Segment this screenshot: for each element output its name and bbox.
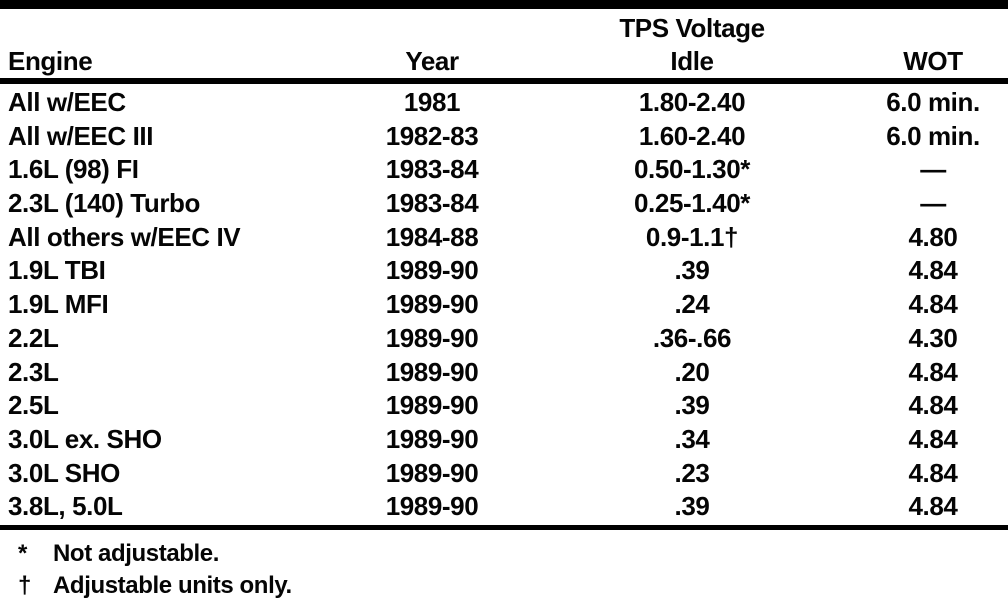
cell-idle: .23	[674, 457, 710, 488]
cell-year: 1989-90	[385, 390, 479, 421]
cell-engine: 3.0L SHO	[8, 457, 120, 488]
cell-year: 1989-90	[385, 289, 479, 320]
cell-year: 1982-83	[385, 120, 479, 151]
cell-wot: 6.0 min.	[886, 87, 980, 117]
cell-wot: 6.0 min.	[886, 120, 980, 151]
table-row: All w/EEC III 1982-83 1.60-2.40 6.0 min.	[0, 120, 1008, 154]
cell-engine: All w/EEC III	[8, 120, 154, 151]
asterisk-marker-icon: *	[18, 540, 27, 567]
cell-idle: 0.50-1.30*	[634, 154, 750, 185]
cell-year: 1989-90	[385, 423, 479, 454]
col-header-wot: WOT	[903, 46, 963, 76]
cell-wot: 4.84	[908, 255, 958, 286]
col-header-year: Year	[405, 46, 459, 76]
col-header-idle: Idle	[670, 46, 714, 76]
table-row: 3.0L SHO 1989-90 .23 4.84	[0, 457, 1008, 491]
col-header-engine: Engine	[8, 46, 93, 76]
cell-wot: —	[920, 188, 946, 219]
table-row: All w/EEC 1981 1.80-2.40 6.0 min.	[0, 86, 1008, 120]
footnote-not-adjustable: * Not adjustable.	[18, 538, 292, 570]
cell-engine: 1.9L MFI	[8, 289, 109, 320]
cell-engine: 2.3L	[8, 356, 59, 387]
cell-idle: .20	[674, 356, 710, 387]
spacer-cell	[0, 12, 338, 44]
cell-idle: .34	[674, 423, 710, 454]
table-body: All w/EEC 1981 1.80-2.40 6.0 min. All w/EEC …	[0, 86, 1008, 524]
cell-year: 1983-84	[385, 154, 479, 185]
cell-idle: .39	[674, 390, 710, 421]
footnotes: * Not adjustable. † Adjustable units only.	[18, 538, 292, 602]
cell-idle: .39	[674, 491, 710, 522]
table-row: 1.9L MFI 1989-90 .24 4.84	[0, 288, 1008, 322]
table-row: 1.9L TBI 1989-90 .39 4.84	[0, 254, 1008, 288]
table-row: 2.3L 1989-90 .20 4.84	[0, 356, 1008, 390]
cell-year: 1989-90	[385, 356, 479, 387]
table-row: 2.3L (140) Turbo 1983-84 0.25-1.40* —	[0, 187, 1008, 221]
cell-wot: 4.84	[908, 491, 958, 522]
cell-year: 1981	[403, 87, 461, 117]
cell-engine: All others w/EEC IV	[8, 221, 241, 252]
cell-idle: 0.9-1.1†	[645, 221, 739, 252]
cell-year: 1989-90	[385, 322, 479, 353]
cell-wot: 4.84	[908, 289, 958, 320]
cell-engine: 2.2L	[8, 322, 59, 353]
top-rule	[0, 0, 1008, 9]
column-header-row: Engine Year Idle WOT	[0, 45, 1008, 77]
cell-engine: 1.6L (98) FI	[8, 154, 139, 185]
cell-engine: All w/EEC	[8, 87, 126, 117]
cell-wot: 4.84	[908, 457, 958, 488]
cell-wot: —	[920, 154, 946, 185]
body-bottom-rule	[0, 525, 1008, 530]
cell-idle: .24	[674, 289, 710, 320]
cell-engine: 1.9L TBI	[8, 255, 106, 286]
table-row: All others w/EEC IV 1984-88 0.9-1.1† 4.80	[0, 221, 1008, 255]
cell-wot: 4.30	[908, 322, 958, 353]
header-underline-rule	[0, 78, 1008, 84]
cell-year: 1989-90	[385, 491, 479, 522]
cell-year: 1983-84	[385, 188, 479, 219]
dagger-marker-icon: †	[18, 572, 31, 599]
spacer-cell	[858, 12, 1008, 44]
cell-wot: 4.84	[908, 356, 958, 387]
cell-year: 1989-90	[385, 457, 479, 488]
footnote-text: Not adjustable.	[53, 540, 220, 567]
cell-engine: 3.8L, 5.0L	[8, 491, 123, 522]
spacer-cell	[338, 12, 526, 44]
column-group-header-row: TPS Voltage	[0, 12, 1008, 44]
table-row: 3.0L ex. SHO 1989-90 .34 4.84	[0, 423, 1008, 457]
cell-idle: 1.80-2.40	[638, 87, 746, 117]
table-row: 2.2L 1989-90 .36-.66 4.30	[0, 322, 1008, 356]
cell-engine: 2.3L (140) Turbo	[8, 188, 201, 219]
cell-idle: .39	[674, 255, 710, 286]
table-row: 1.6L (98) FI 1983-84 0.50-1.30* —	[0, 153, 1008, 187]
cell-idle: 1.60-2.40	[638, 120, 746, 151]
cell-idle: .36-.66	[652, 322, 732, 353]
table-row: 3.8L, 5.0L 1989-90 .39 4.84	[0, 490, 1008, 524]
cell-engine: 3.0L ex. SHO	[8, 423, 162, 454]
footnote-text: Adjustable units only.	[53, 572, 292, 599]
cell-wot: 4.80	[908, 221, 958, 252]
cell-idle: 0.25-1.40*	[634, 188, 750, 219]
table-row: 2.5L 1989-90 .39 4.84	[0, 389, 1008, 423]
cell-engine: 2.5L	[8, 390, 59, 421]
col-group-header-tps-voltage: TPS Voltage	[619, 13, 765, 43]
footnote-adjustable-units-only: † Adjustable units only.	[18, 570, 292, 602]
cell-year: 1984-88	[385, 221, 479, 252]
cell-wot: 4.84	[908, 423, 958, 454]
cell-wot: 4.84	[908, 390, 958, 421]
cell-year: 1989-90	[385, 255, 479, 286]
